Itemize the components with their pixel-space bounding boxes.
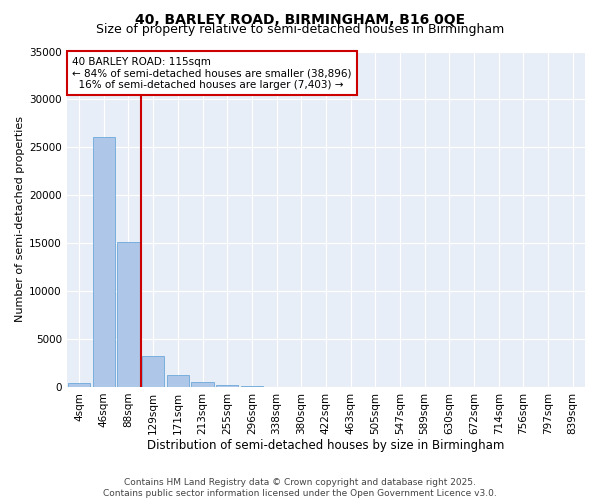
Bar — [118, 242, 140, 387]
Text: 40, BARLEY ROAD, BIRMINGHAM, B16 0QE: 40, BARLEY ROAD, BIRMINGHAM, B16 0QE — [135, 12, 465, 26]
Bar — [216, 385, 238, 387]
Bar — [68, 383, 90, 387]
Bar — [191, 382, 214, 387]
Bar — [92, 137, 115, 387]
X-axis label: Distribution of semi-detached houses by size in Birmingham: Distribution of semi-detached houses by … — [147, 440, 505, 452]
Y-axis label: Number of semi-detached properties: Number of semi-detached properties — [15, 116, 25, 322]
Bar — [142, 356, 164, 387]
Text: 40 BARLEY ROAD: 115sqm
← 84% of semi-detached houses are smaller (38,896)
  16% : 40 BARLEY ROAD: 115sqm ← 84% of semi-det… — [72, 56, 352, 90]
Text: Size of property relative to semi-detached houses in Birmingham: Size of property relative to semi-detach… — [96, 22, 504, 36]
Bar — [241, 386, 263, 387]
Text: Contains HM Land Registry data © Crown copyright and database right 2025.
Contai: Contains HM Land Registry data © Crown c… — [103, 478, 497, 498]
Bar — [167, 376, 189, 387]
